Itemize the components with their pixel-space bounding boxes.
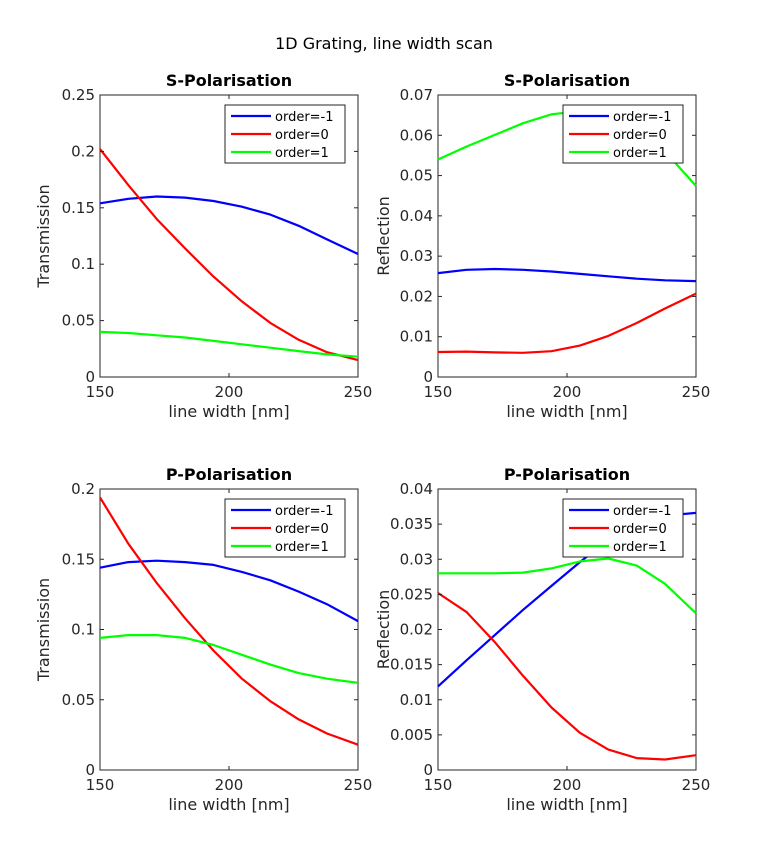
y-tick-label: 0.1 [71,621,95,639]
x-tick-label: 150 [424,383,453,401]
legend: order=-1 order=0 order=1 [562,104,684,164]
series-line-order=-1 [99,559,359,623]
y-tick-label: 0.04 [400,207,433,225]
y-axis-label: Transmission [34,578,53,682]
y-tick-label: 0.04 [400,480,433,498]
chart-panel-2: 0 0.01 0.02 0.03 0.04 0.05 0.06 0.07 150 200 250 S-… [374,71,710,421]
y-tick-label: 0.03 [400,247,433,265]
legend-label: order=1 [613,146,667,161]
figure-title: 1D Grating, line width scan [275,34,493,53]
legend-label: order=-1 [613,504,672,519]
y-tick-label: 0 [85,761,95,779]
legend-label: order=0 [275,128,329,143]
chart-panel-4: 0 0.005 0.01 0.015 0.02 0.025 0.03 0.035 0.04 150… [374,465,710,814]
y-tick-label: 0.01 [400,691,433,709]
legend-label: order=-1 [613,110,672,125]
x-axis-label: line width [nm] [506,795,627,814]
x-tick-label: 200 [553,776,582,794]
y-tick-label: 0.05 [400,167,433,185]
legend: order=-1 order=0 order=1 [224,104,346,164]
x-axis-label: line width [nm] [168,795,289,814]
y-tick-label: 0.2 [71,480,95,498]
x-axis-label: line width [nm] [506,402,627,421]
x-tick-label: 200 [553,383,582,401]
legend-label: order=-1 [275,110,334,125]
y-axis-label: Reflection [374,590,393,670]
series-line-order=0 [437,592,697,761]
y-tick-label: 0.07 [400,86,433,104]
y-tick-label: 0.25 [62,86,95,104]
y-tick-label: 0.015 [390,656,433,674]
chart-title: S-Polarisation [504,71,630,90]
legend-label: order=1 [613,540,667,555]
x-tick-label: 250 [682,776,711,794]
chart-title: P-Polarisation [504,465,630,484]
legend-label: order=0 [275,522,329,537]
y-tick-label: 0.2 [71,142,95,160]
y-tick-label: 0.005 [390,726,433,744]
series-line-order=1 [438,557,697,615]
y-tick-label: 0 [423,761,433,779]
chart-title: P-Polarisation [166,465,292,484]
y-tick-label: 0.035 [390,515,433,533]
x-tick-label: 200 [215,776,244,794]
y-tick-label: 0.01 [400,328,433,346]
y-tick-label: 0.06 [400,126,433,144]
y-axis-label: Transmission [34,184,53,288]
series-line-order=0 [437,292,697,354]
y-tick-label: 0.1 [71,255,95,273]
y-axis-label: Reflection [374,196,393,276]
series-line-order=-1 [99,195,359,255]
chart-title: S-Polarisation [166,71,292,90]
y-tick-label: 0.02 [400,287,433,305]
y-tick-label: 0 [423,368,433,386]
x-tick-label: 150 [86,383,115,401]
y-tick-label: 0.02 [400,621,433,639]
legend: order=-1 order=0 order=1 [224,498,346,558]
legend-label: order=0 [613,522,667,537]
y-tick-label: 0 [85,368,95,386]
x-tick-label: 150 [86,776,115,794]
series-line-order=0 [99,148,359,362]
y-tick-label: 0.15 [62,550,95,568]
series-line-order=1 [99,330,359,358]
legend-label: order=-1 [275,504,334,519]
x-axis-label: line width [nm] [168,402,289,421]
chart-panel-1: 0 0.05 0.1 0.15 0.2 0.25 150 200 250 S-Polarisati… [34,71,372,421]
legend-label: order=1 [275,146,329,161]
y-tick-label: 0.03 [400,550,433,568]
x-tick-label: 150 [424,776,453,794]
y-tick-label: 0.05 [62,691,95,709]
series-line-order=-1 [437,267,697,283]
x-tick-label: 250 [682,383,711,401]
series-line-order=0 [99,496,359,746]
legend: order=-1 order=0 order=1 [562,498,684,558]
y-tick-label: 0.05 [62,312,95,330]
x-tick-label: 250 [344,776,373,794]
legend-label: order=1 [275,540,329,555]
x-tick-label: 200 [215,383,244,401]
x-tick-label: 250 [344,383,373,401]
y-tick-label: 0.15 [62,199,95,217]
y-tick-label: 0.025 [390,585,433,603]
chart-panel-3: 0 0.05 0.1 0.15 0.2 150 200 250 P-Polarisation li… [34,465,372,814]
series-line-order=1 [99,633,359,684]
legend-label: order=0 [613,128,667,143]
